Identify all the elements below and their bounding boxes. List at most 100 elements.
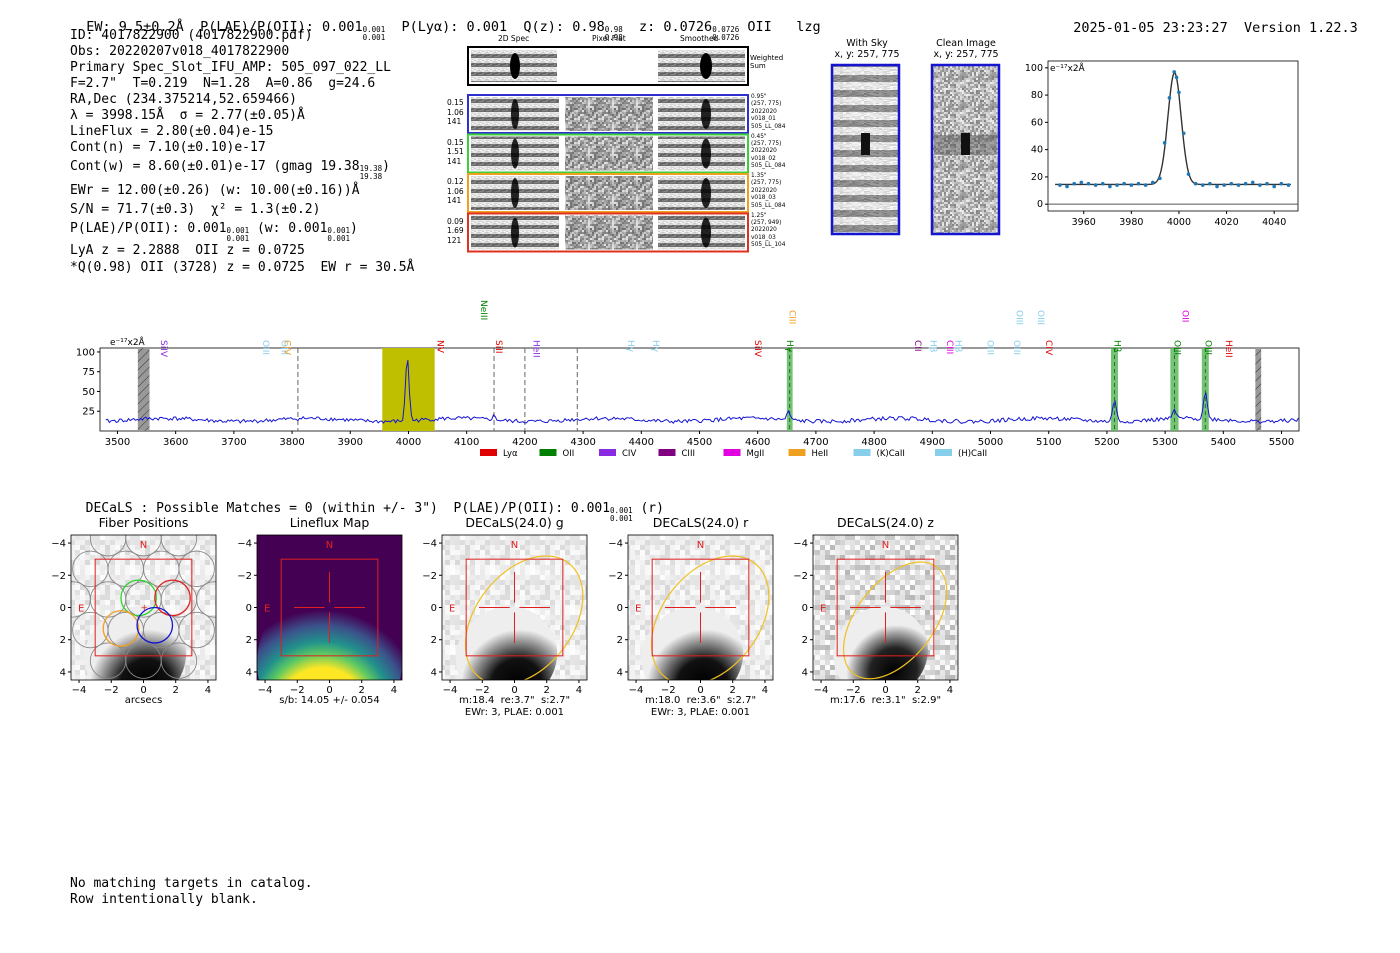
cutout-right-label-2: 0.45" (257, 775) 2022020 v018_02 505_LL_084: [751, 133, 786, 170]
zoom-ytick-label: 80: [1031, 90, 1043, 101]
spectrum-xtick-label: 5200: [1094, 437, 1119, 448]
panel-title-3: DECaLS(24.0) g: [465, 515, 564, 530]
panel-caption-1: arcsecs: [124, 695, 163, 706]
spectrum-line-label: OIII: [1202, 340, 1212, 355]
spectrum-line-label: Hβ: [1111, 340, 1121, 353]
panel-ytick-label: −2: [422, 571, 437, 582]
spectrum-hatched-band: [1255, 348, 1262, 431]
panel-xtick-label: 2: [730, 685, 736, 696]
legend-swatch: [853, 449, 871, 456]
decals-header: DECaLS : Possible Matches = 0 (within +/…: [85, 501, 664, 523]
panel-ytick-label: −2: [608, 571, 623, 582]
panel-caption-5: m:17.6 re:3.1" s:2.9": [829, 695, 942, 706]
panel-ytick-label: 0: [60, 603, 66, 614]
legend-label: (H)CaII: [958, 449, 987, 459]
spectrum-line-label: Hβ: [953, 340, 963, 353]
zoom-data-point: [1181, 131, 1186, 136]
zoom-xtick-label: 3960: [1072, 217, 1096, 228]
spectrum-ytick-label: 25: [82, 407, 95, 418]
header-plya: P(Lyα): 0.001: [401, 19, 508, 35]
legend-label: OII: [563, 449, 575, 459]
footer-note: No matching targets in catalog. Row inte…: [70, 876, 313, 907]
spectrum-axes-frame: [99, 347, 1300, 432]
cutout-smoothed-source-1: [701, 99, 711, 129]
spectrum-line-label: HeII: [531, 340, 541, 358]
panel-xtick-label: 4: [205, 685, 211, 696]
cutout-header-smoothed: Smoothed: [680, 34, 719, 43]
spectrum-line-label: CIV: [282, 340, 292, 356]
legend-label: CIV: [622, 449, 636, 459]
panel-ytick-label: −2: [793, 571, 808, 582]
spectrum-line-label: OIII: [1014, 310, 1024, 325]
cutout-strips: [467, 46, 1001, 253]
fiber-circle: [178, 550, 215, 588]
info-block: ID: 4017822900 (4017822900.pdf) Obs: 202…: [70, 28, 414, 276]
compass-east: E: [264, 604, 270, 615]
fiber-circle: [178, 611, 215, 649]
info-lya: LyA z = 2.2888 OII z = 0.0725: [70, 243, 305, 258]
spectrum-xtick-label: 4900: [920, 437, 945, 448]
panel-ytick-label: 4: [802, 667, 808, 678]
zoom-data-point: [1222, 183, 1226, 187]
zoom-data-point: [1129, 183, 1134, 187]
spectrum-xtick-label: 5400: [1211, 437, 1236, 448]
spectrum-line-label: CII: [912, 340, 922, 352]
zoom-data-point: [1286, 183, 1291, 187]
spectrum-hatched-band: [137, 348, 150, 431]
image-panel-1: + N E −4 4 −2 2 0 0 2 −2 4 −4: [51, 534, 217, 696]
header-z-line: OII: [747, 19, 772, 35]
lineflux-emission: [257, 587, 402, 680]
zoom-ytick-label: 60: [1031, 117, 1043, 128]
spectrum-ylabel: e⁻¹⁷x2Å: [110, 336, 146, 348]
with-sky-source: [861, 133, 870, 155]
spectrum-line-label: SiIV: [158, 340, 168, 358]
panel-xtick-label: 4: [576, 685, 582, 696]
compass-north: N: [882, 540, 889, 551]
zoom-data-point: [1243, 181, 1248, 186]
panel-xtick-label: 0: [511, 685, 517, 696]
spectrum-ytick-label: 75: [82, 367, 95, 378]
cutout-header-pixelflat: Pixel Flat: [592, 34, 626, 43]
legend-swatch: [935, 449, 952, 456]
spectrum-xtick-label: 4200: [512, 437, 537, 448]
compass-north: N: [140, 540, 147, 551]
spectrum-line-label: CIII: [944, 340, 954, 354]
legend-label: Lyα: [503, 449, 518, 459]
spectrum-ytick-label: 50: [82, 387, 95, 398]
panel-xtick-label: 4: [391, 685, 397, 696]
cutout-pixelflat-4: [565, 215, 653, 250]
panel-ytick-label: 2: [431, 635, 437, 646]
zoom-data-point: [1250, 180, 1255, 185]
header-q-err: 0.98 0.98: [604, 25, 623, 42]
weighted-sum-label: Weighted Sum: [750, 54, 784, 70]
zoom-data-point: [1200, 183, 1205, 187]
zoom-data-point: [1215, 184, 1219, 189]
spectrum-xtick-label: 4700: [803, 437, 828, 448]
legend-swatch: [539, 449, 557, 456]
cutout-pixelflat-2: [565, 136, 653, 171]
panel-xtick-label: 2: [173, 685, 179, 696]
spectrum-xtick-label: 4500: [687, 437, 712, 448]
spectrum-green-band: [1170, 348, 1179, 431]
clean-image: [930, 63, 1001, 236]
spectrum-line-label: Hγ: [650, 340, 660, 353]
header-right: 2025-01-05 23:23:27 Version 1.22.3: [1057, 4, 1358, 36]
zoom-data-point: [1162, 141, 1167, 145]
spectrum-line-label: OIII: [1035, 310, 1045, 325]
zoom-data-point: [1058, 183, 1062, 187]
timestamp: 2025-01-05 23:23:27: [1073, 20, 1228, 36]
info-sn: S/N = 71.7(±0.3) χ² = 1.3(±0.2): [70, 202, 321, 217]
panel-title-2: Lineflux Map: [289, 515, 370, 530]
spectrum-green-band: [1201, 348, 1209, 431]
zoom-data-point: [1236, 183, 1241, 187]
compass-east: E: [78, 604, 84, 615]
panel-ytick-label: 2: [246, 635, 252, 646]
match-ellipse: [650, 555, 770, 680]
search-box: [836, 558, 935, 657]
legend-label: (K)CaII: [877, 449, 905, 459]
panel-xtick-label: −2: [661, 685, 676, 696]
cutout-2dspec-source-2: [511, 138, 519, 169]
compass-north: N: [326, 540, 333, 551]
info-slot: Primary Spec_Slot_IFU_AMP: 505_097_022_L…: [70, 60, 391, 75]
zoom-fit-curve: [1055, 71, 1291, 186]
